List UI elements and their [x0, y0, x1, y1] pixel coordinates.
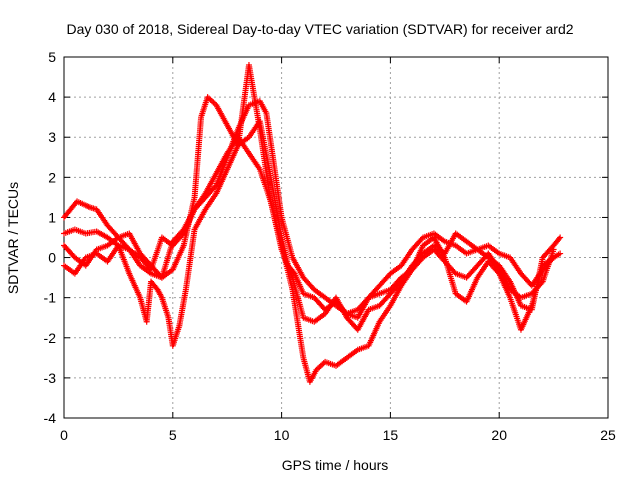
y-tick-label: 2 [48, 169, 56, 185]
axis-ticks: 0 5 10 15 20 25 -4 -3 -2 -1 0 1 2 3 4 5 [44, 49, 616, 443]
x-tick-label: 10 [274, 427, 290, 443]
data-point [549, 255, 556, 262]
x-tick-label: 25 [600, 427, 616, 443]
data-point [556, 235, 563, 242]
chart-title: Day 030 of 2018, Sidereal Day-to-day VTE… [66, 21, 573, 37]
x-axis-label: GPS time / hours [282, 457, 389, 473]
data-point [179, 227, 186, 234]
y-tick-label: 4 [48, 89, 56, 105]
data-point [494, 269, 501, 276]
y-tick-label: 1 [48, 209, 56, 225]
data-point [418, 235, 425, 242]
y-tick-label: -3 [44, 370, 57, 386]
x-tick-label: 15 [383, 427, 399, 443]
data-point [451, 269, 458, 276]
x-tick-label: 20 [491, 427, 507, 443]
y-tick-label: 5 [48, 49, 56, 65]
y-tick-label: -1 [44, 290, 57, 306]
y-tick-label: 0 [48, 250, 56, 266]
x-tick-label: 0 [60, 427, 68, 443]
x-tick-label: 5 [169, 427, 177, 443]
y-tick-label: -2 [44, 330, 57, 346]
data-point [557, 250, 564, 257]
y-axis-label: SDTVAR / TECUs [5, 182, 21, 294]
data-points [61, 62, 564, 385]
series-track-3 [61, 62, 564, 385]
y-tick-label: -4 [44, 410, 57, 426]
data-point [550, 254, 557, 261]
plot-frame [63, 56, 609, 419]
data-point [550, 246, 557, 253]
y-tick-label: 3 [48, 129, 56, 145]
series-track-4 [61, 134, 557, 333]
data-point [557, 234, 564, 241]
